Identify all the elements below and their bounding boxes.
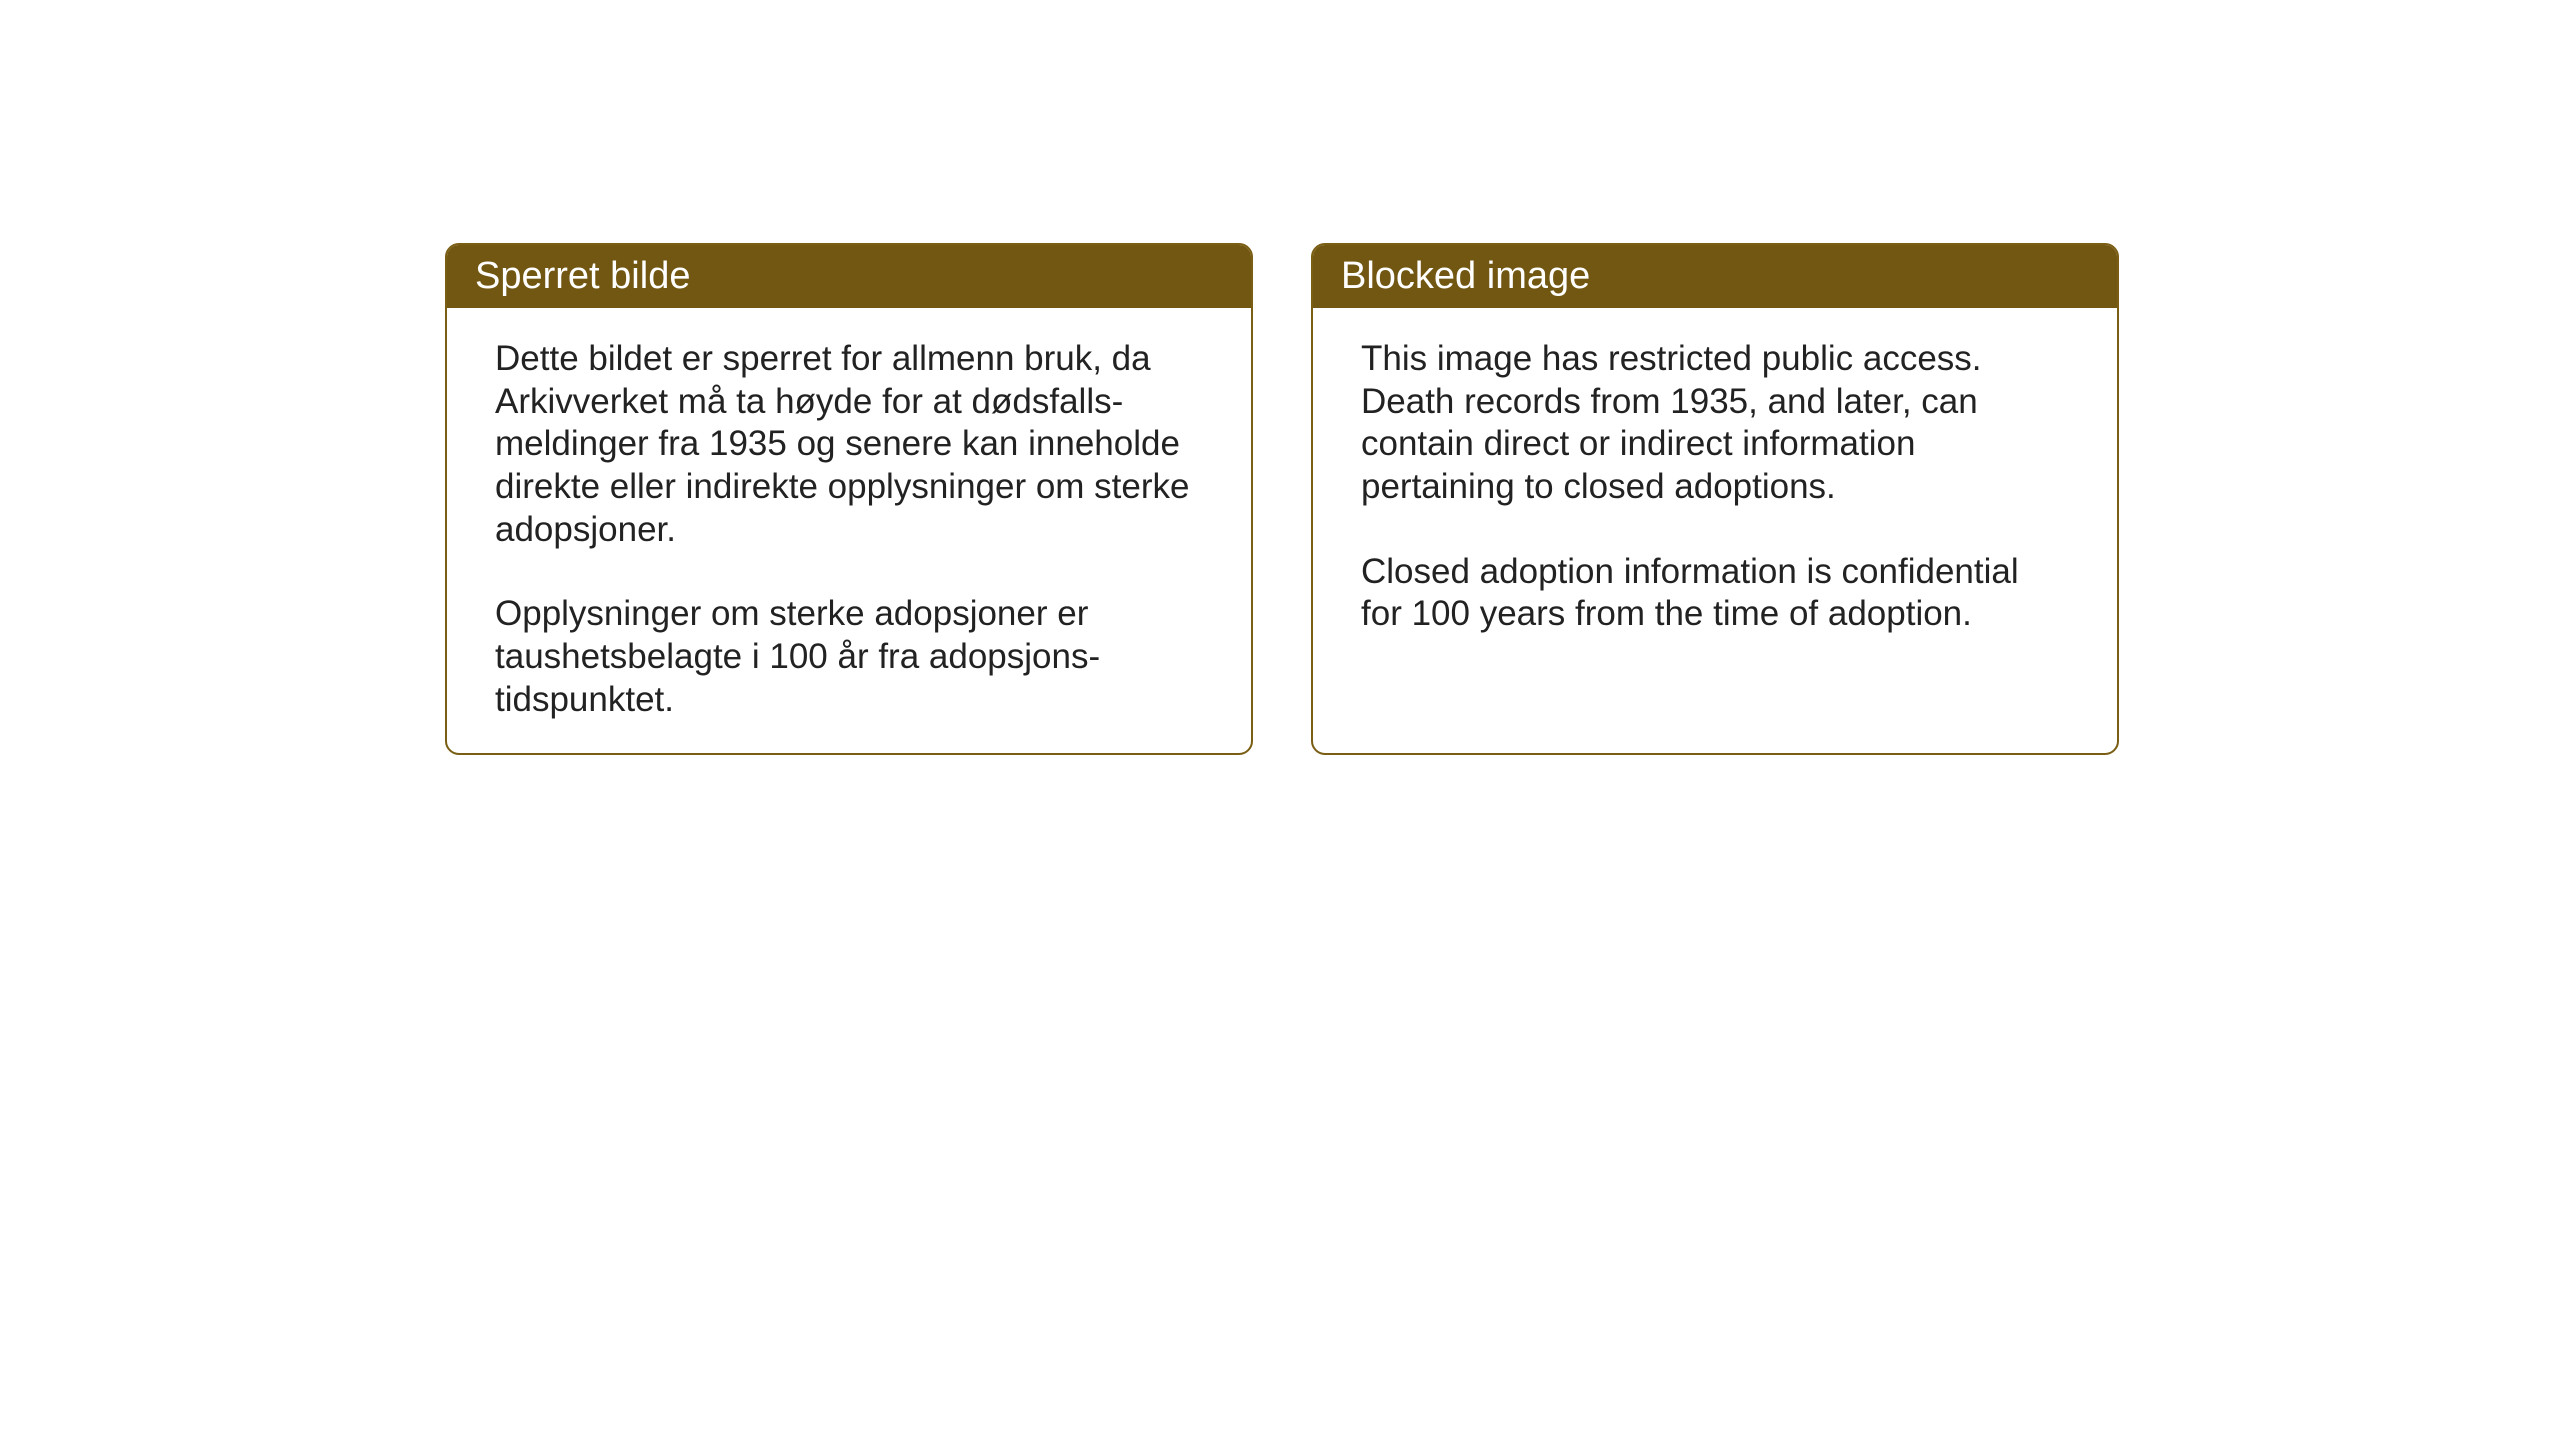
card-body-english: This image has restricted public access.… — [1313, 308, 2117, 666]
notice-cards-container: Sperret bilde Dette bildet er sperret fo… — [445, 243, 2119, 755]
card-paragraph: Opplysninger om sterke adopsjoner er tau… — [495, 593, 1203, 721]
card-title: Blocked image — [1341, 255, 1590, 297]
card-header-english: Blocked image — [1313, 245, 2117, 308]
card-body-norwegian: Dette bildet er sperret for allmenn bruk… — [447, 308, 1251, 752]
notice-card-norwegian: Sperret bilde Dette bildet er sperret fo… — [445, 243, 1253, 755]
card-title: Sperret bilde — [475, 255, 690, 297]
card-paragraph: Dette bildet er sperret for allmenn bruk… — [495, 338, 1203, 551]
card-header-norwegian: Sperret bilde — [447, 245, 1251, 308]
notice-card-english: Blocked image This image has restricted … — [1311, 243, 2119, 755]
card-paragraph: This image has restricted public access.… — [1361, 338, 2069, 509]
card-paragraph: Closed adoption information is confident… — [1361, 551, 2069, 636]
